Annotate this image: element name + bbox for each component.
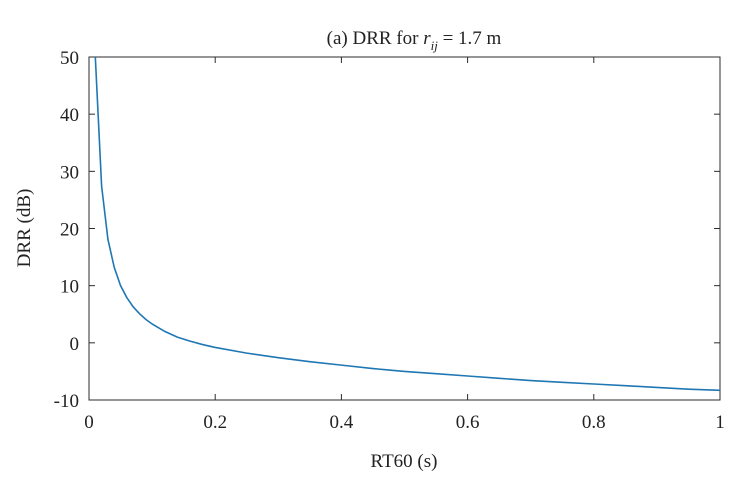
x-tick-label: 0.4 xyxy=(330,412,354,433)
x-tick-label: 0 xyxy=(84,412,94,433)
y-tick-label: 20 xyxy=(60,220,79,241)
x-tick-label: 0.6 xyxy=(456,412,480,433)
series-line-drr xyxy=(94,56,721,392)
chart-title-suffix: = 1.7 m xyxy=(438,28,502,49)
axis-ticks xyxy=(88,56,721,401)
x-axis-label: RT60 (s) xyxy=(371,451,438,472)
chart-title-prefix: (a) DRR for xyxy=(327,28,424,49)
x-tick-label: 1 xyxy=(715,412,725,433)
chart-title-variable: r xyxy=(423,28,431,49)
svg-text:(a) DRR for rij = 1.7 m: (a) DRR for rij = 1.7 m xyxy=(327,28,502,53)
x-tick-label: 0.8 xyxy=(582,412,606,433)
x-tick-label: 0.2 xyxy=(203,412,227,433)
y-tick-label: 30 xyxy=(60,162,79,183)
plot-frame xyxy=(88,56,721,401)
y-tick-label: 10 xyxy=(60,277,79,298)
y-tick-label: 0 xyxy=(70,334,80,355)
y-tick-label: 40 xyxy=(60,105,79,126)
chart-title: (a) DRR for rij = 1.7 m xyxy=(327,28,502,53)
y-axis-label: DRR (dB) xyxy=(14,189,35,268)
y-tick-label: -10 xyxy=(54,391,79,412)
chart-title-subscript: ij xyxy=(431,38,439,53)
y-tick-label: 50 xyxy=(60,48,79,69)
